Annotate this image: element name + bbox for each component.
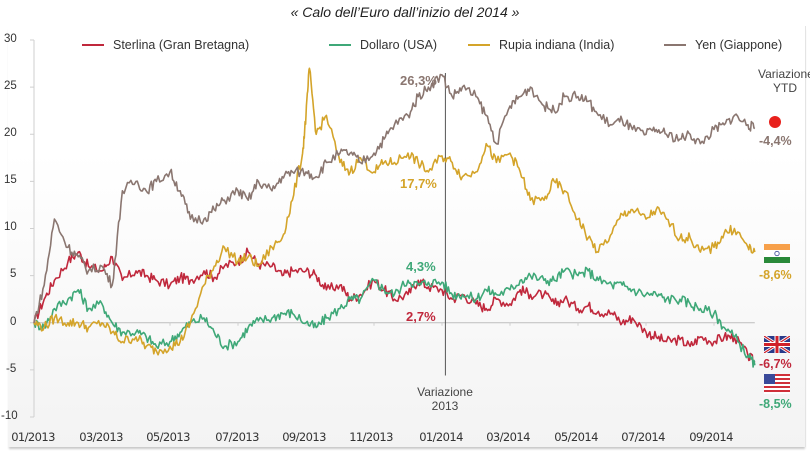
ytd-value-india: -8,6% xyxy=(759,268,792,282)
ytd-value-usa: -8,5% xyxy=(759,397,792,411)
x-tick-label: 01/2013 xyxy=(11,430,55,444)
legend-swatch xyxy=(329,44,351,46)
annotation-dollaro-2013: 4,3% xyxy=(406,259,436,274)
series-line-yen xyxy=(33,73,756,323)
x-tick-label: 07/2014 xyxy=(621,430,665,444)
legend-label: Yen (Giappone) xyxy=(695,38,783,52)
x-tick-label: 09/2014 xyxy=(689,430,733,444)
y-tick-label: -5 xyxy=(6,363,17,375)
legend-label: Rupia indiana (India) xyxy=(499,38,615,52)
series-line-rupia xyxy=(33,67,756,356)
series-line-sterlina xyxy=(33,247,756,365)
x-tick-label: 05/2013 xyxy=(146,430,190,444)
ytd-value-japan: -4,4% xyxy=(759,134,792,148)
india-flag-icon xyxy=(764,244,790,263)
y-tick-label: 10 xyxy=(4,221,17,233)
y-tick-label: 0 xyxy=(10,316,17,328)
annotation-rupia-2013: 17,7% xyxy=(400,176,437,191)
legend-label: Dollaro (USA) xyxy=(360,38,438,52)
variation-2013-line2: 2013 xyxy=(431,399,459,413)
legend-swatch xyxy=(664,44,686,46)
series-line-dollaro xyxy=(33,266,756,368)
ytd-header: Variazione YTD xyxy=(758,67,810,95)
y-tick-label: 20 xyxy=(4,127,17,139)
annotation-sterlina-2013: 2,7% xyxy=(406,309,436,324)
x-tick-label: 07/2013 xyxy=(215,430,259,444)
ytd-header-line2: YTD xyxy=(773,81,797,95)
chart-title: « Calo dell’Euro dall’inizio del 2014 » xyxy=(290,4,520,20)
legend-item-dollaro: Dollaro (USA) xyxy=(329,38,437,52)
legend-swatch xyxy=(82,44,104,46)
y-tick-label: 15 xyxy=(4,174,17,186)
x-tick-label: 03/2014 xyxy=(486,430,530,444)
x-tick-label: 01/2014 xyxy=(419,430,463,444)
x-tick-label: 03/2013 xyxy=(79,430,123,444)
legend-item-yen: Yen (Giappone) xyxy=(664,38,782,52)
y-tick-label: 30 xyxy=(4,33,17,45)
x-tick-label: 09/2013 xyxy=(282,430,326,444)
uk-flag-icon xyxy=(764,336,790,353)
annotation-yen-2013: 26,3% xyxy=(400,73,437,88)
variation-2013-line1: Variazione xyxy=(417,385,473,399)
legend-swatch xyxy=(468,44,490,46)
y-tick-label: -10 xyxy=(1,410,18,422)
ytd-value-uk: -6,7% xyxy=(759,357,792,371)
y-tick-label: 5 xyxy=(10,268,17,280)
ytd-header-line1: Variazione xyxy=(758,67,810,81)
legend-item-sterlina: Sterlina (Gran Bretagna) xyxy=(82,38,249,52)
legend-label: Sterlina (Gran Bretagna) xyxy=(113,38,250,52)
x-tick-label: 05/2014 xyxy=(554,430,598,444)
variation-2013-label: Variazione 2013 xyxy=(410,385,480,413)
y-tick-label: 25 xyxy=(4,80,17,92)
chart-panel xyxy=(8,26,806,447)
x-tick-label: 11/2013 xyxy=(349,430,393,444)
usa-flag-icon xyxy=(764,374,790,394)
legend-item-rupia: Rupia indiana (India) xyxy=(468,38,614,52)
japan-flag-icon xyxy=(769,116,781,128)
